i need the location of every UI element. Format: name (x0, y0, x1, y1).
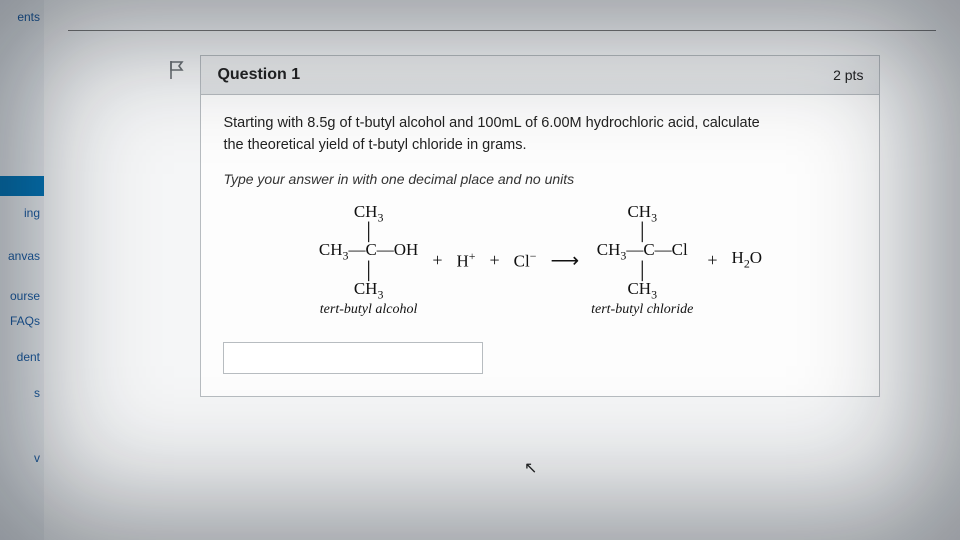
question-hint: Type your answer in with one decimal pla… (223, 171, 857, 187)
plus-sign: + (432, 250, 442, 271)
page-content: Question 1 2 pts Starting with 8.5g of t… (44, 0, 960, 540)
divider (68, 30, 936, 31)
plus-sign: + (707, 250, 717, 271)
cursor-icon: ↖ (524, 458, 537, 478)
water: H2O (732, 248, 763, 271)
product-label: tert-butyl chloride (591, 303, 693, 318)
question-card: Question 1 2 pts Starting with 8.5g of t… (200, 55, 880, 397)
answer-input[interactable] (223, 342, 483, 374)
sidebar-item[interactable]: ents (0, 0, 44, 36)
cl-minus: Cl− (514, 249, 537, 272)
sidebar-item-active[interactable] (0, 176, 44, 196)
sidebar: ents ing anvas ourse FAQs dent s v (0, 0, 44, 540)
flag-icon[interactable] (168, 59, 186, 81)
question-body: Starting with 8.5g of t-butyl alcohol an… (201, 95, 879, 396)
question-prompt: Starting with 8.5g of t-butyl alcohol an… (223, 113, 857, 157)
h-plus: H+ (457, 249, 476, 272)
prompt-line: the theoretical yield of t-butyl chlorid… (223, 137, 526, 153)
reactant-molecule: CH3 │ CH3—C—OH │ CH3 tert-butyl alcohol (319, 203, 418, 318)
question-points: 2 pts (833, 67, 863, 83)
reaction-arrow: ⟶ (550, 248, 577, 273)
reactant-label: tert-butyl alcohol (320, 303, 418, 318)
sidebar-item[interactable]: FAQs (0, 314, 44, 340)
sidebar-item[interactable]: anvas (0, 239, 44, 275)
question-header: Question 1 2 pts (201, 56, 879, 95)
prompt-line: Starting with 8.5g of t-butyl alcohol an… (223, 115, 759, 131)
plus-sign: + (490, 250, 500, 271)
sidebar-item[interactable]: ing (0, 196, 44, 232)
question-title: Question 1 (217, 66, 300, 84)
sidebar-item[interactable]: v (0, 441, 44, 477)
sidebar-item[interactable]: ourse (0, 279, 44, 315)
sidebar-item[interactable]: s (0, 376, 44, 412)
reaction-diagram: CH3 │ CH3—C—OH │ CH3 tert-butyl alcohol … (223, 203, 857, 318)
product-molecule: CH3 │ CH3—C—Cl │ CH3 tert-butyl chloride (591, 203, 693, 318)
sidebar-item[interactable]: dent (0, 340, 44, 376)
